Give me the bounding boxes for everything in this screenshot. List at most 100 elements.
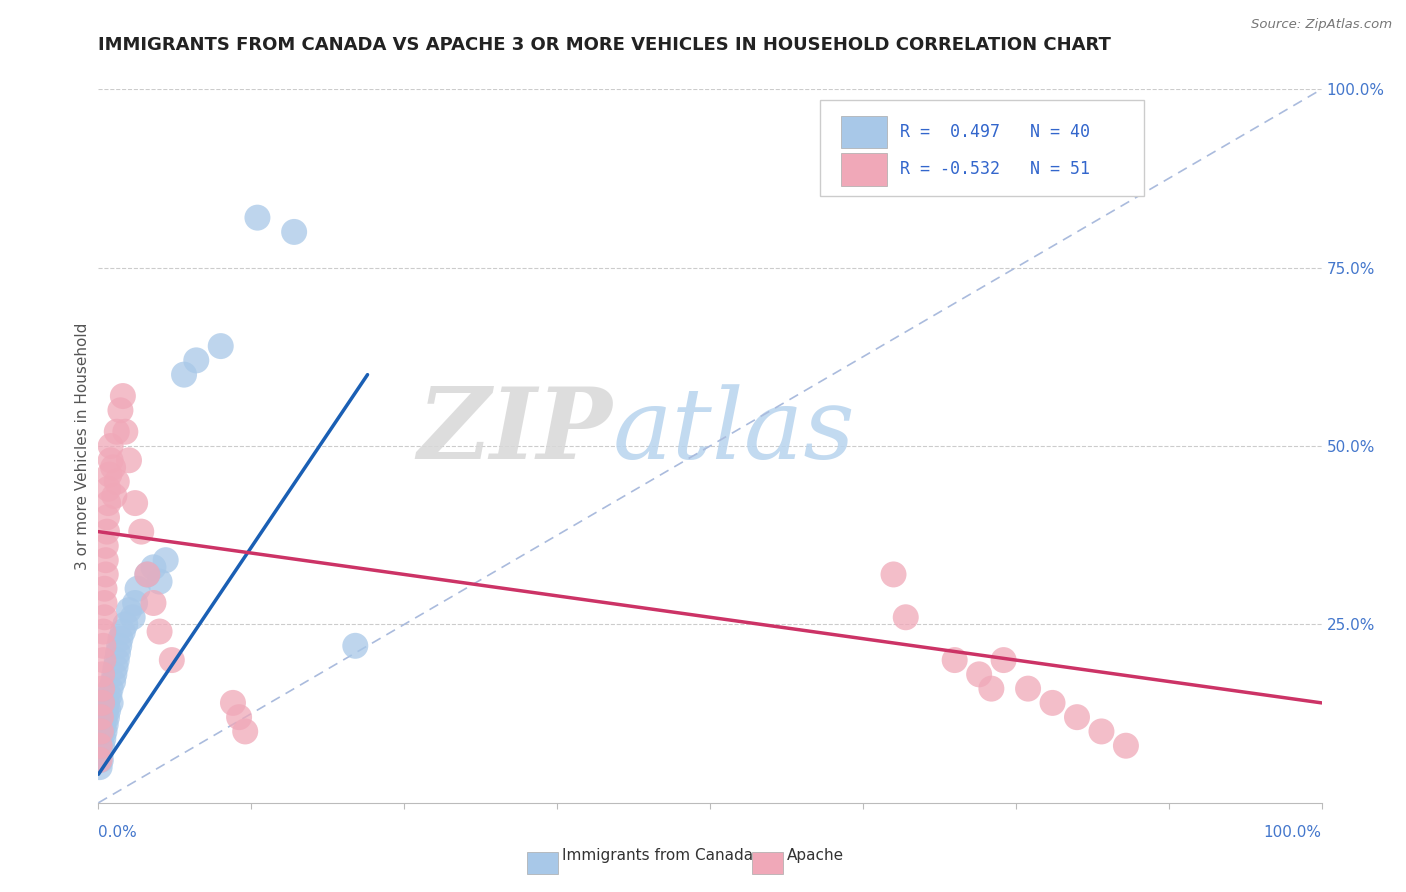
Point xyxy=(96,710,118,724)
Point xyxy=(93,724,115,739)
Point xyxy=(110,632,132,646)
Point xyxy=(97,482,120,496)
Point xyxy=(124,596,146,610)
Text: R = -0.532   N = 51: R = -0.532 N = 51 xyxy=(900,161,1090,178)
Point xyxy=(344,639,367,653)
Point xyxy=(91,681,114,696)
Point xyxy=(90,746,112,760)
Point xyxy=(96,524,118,539)
Point xyxy=(136,567,159,582)
Point xyxy=(104,660,127,674)
Point xyxy=(91,717,114,731)
Point xyxy=(111,624,134,639)
Point xyxy=(93,610,115,624)
Point xyxy=(103,489,125,503)
Point xyxy=(96,510,118,524)
Point xyxy=(943,653,966,667)
Text: ZIP: ZIP xyxy=(418,384,612,480)
Text: Source: ZipAtlas.com: Source: ZipAtlas.com xyxy=(1251,18,1392,31)
Point xyxy=(1042,696,1064,710)
Text: 0.0%: 0.0% xyxy=(98,825,138,840)
Point xyxy=(233,724,256,739)
Point xyxy=(993,653,1015,667)
Point xyxy=(94,717,117,731)
Text: atlas: atlas xyxy=(612,384,855,479)
Point xyxy=(94,553,117,567)
Point xyxy=(142,560,165,574)
Point xyxy=(90,753,112,767)
Point xyxy=(173,368,195,382)
Point xyxy=(94,567,117,582)
Point xyxy=(136,567,159,582)
Point xyxy=(118,453,141,467)
Point xyxy=(94,539,117,553)
Point xyxy=(1066,710,1088,724)
Point xyxy=(142,596,165,610)
Text: Apache: Apache xyxy=(787,848,845,863)
Point xyxy=(101,460,124,475)
Point xyxy=(1090,724,1112,739)
Point xyxy=(97,703,120,717)
Text: R =  0.497   N = 40: R = 0.497 N = 40 xyxy=(900,123,1090,141)
FancyBboxPatch shape xyxy=(820,100,1144,196)
Point xyxy=(91,731,114,746)
Point xyxy=(108,639,131,653)
Point xyxy=(114,617,136,632)
Point xyxy=(103,667,125,681)
Point xyxy=(114,425,136,439)
Point xyxy=(127,582,149,596)
Point xyxy=(124,496,146,510)
Point xyxy=(100,453,122,467)
Point xyxy=(121,610,143,624)
Text: Immigrants from Canada: Immigrants from Canada xyxy=(562,848,754,863)
Point xyxy=(100,681,122,696)
Point xyxy=(228,710,250,724)
Text: 100.0%: 100.0% xyxy=(1264,825,1322,840)
Point xyxy=(100,439,122,453)
Point xyxy=(980,681,1002,696)
Point xyxy=(1115,739,1137,753)
Point xyxy=(149,624,172,639)
Point xyxy=(89,753,111,767)
Point xyxy=(246,211,269,225)
Point xyxy=(91,624,114,639)
Text: IMMIGRANTS FROM CANADA VS APACHE 3 OR MORE VEHICLES IN HOUSEHOLD CORRELATION CHA: IMMIGRANTS FROM CANADA VS APACHE 3 OR MO… xyxy=(98,36,1111,54)
Point xyxy=(105,425,128,439)
Point xyxy=(1017,681,1039,696)
Point xyxy=(96,696,118,710)
Point xyxy=(101,674,124,689)
Point xyxy=(91,696,114,710)
Point xyxy=(93,710,115,724)
Bar xyxy=(841,153,887,186)
Point xyxy=(89,760,111,774)
Point xyxy=(209,339,232,353)
Point xyxy=(100,696,122,710)
Bar xyxy=(841,116,887,148)
Point xyxy=(129,524,152,539)
Point xyxy=(91,639,114,653)
Point xyxy=(91,653,114,667)
Point xyxy=(149,574,172,589)
Point xyxy=(105,653,128,667)
Point xyxy=(90,724,112,739)
Point xyxy=(91,724,114,739)
Point xyxy=(105,475,128,489)
Y-axis label: 3 or more Vehicles in Household: 3 or more Vehicles in Household xyxy=(75,322,90,570)
Point xyxy=(967,667,990,681)
Point xyxy=(93,596,115,610)
Point xyxy=(118,603,141,617)
Point xyxy=(894,610,917,624)
Point xyxy=(107,646,129,660)
Point xyxy=(93,582,115,596)
Point xyxy=(94,703,117,717)
Point xyxy=(110,403,132,417)
Point xyxy=(186,353,208,368)
Point xyxy=(111,389,134,403)
Point xyxy=(90,710,112,724)
Point xyxy=(155,553,177,567)
Point xyxy=(283,225,305,239)
Point xyxy=(91,667,114,681)
Point xyxy=(160,653,183,667)
Point xyxy=(883,567,905,582)
Point xyxy=(222,696,245,710)
